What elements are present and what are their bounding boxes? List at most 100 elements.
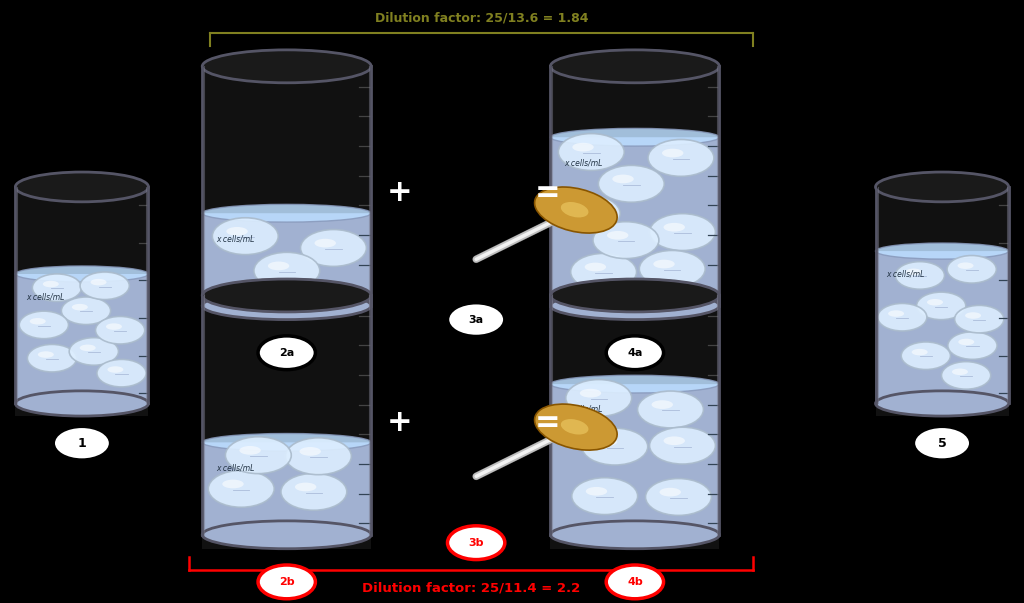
Ellipse shape [203,278,372,313]
Ellipse shape [662,149,683,157]
Polygon shape [876,251,1009,416]
Ellipse shape [876,243,1009,259]
Ellipse shape [561,419,589,435]
Ellipse shape [222,479,244,488]
Ellipse shape [566,379,632,417]
Polygon shape [203,66,372,320]
Ellipse shape [888,311,904,317]
Ellipse shape [97,359,146,387]
Ellipse shape [30,318,46,324]
Ellipse shape [612,175,634,183]
Ellipse shape [586,487,607,496]
Polygon shape [15,274,148,416]
Ellipse shape [268,262,290,270]
Ellipse shape [226,227,248,236]
Polygon shape [551,66,719,320]
Ellipse shape [212,218,279,254]
Ellipse shape [300,230,367,267]
Ellipse shape [286,438,351,475]
Text: +: + [386,408,413,437]
Ellipse shape [314,239,336,247]
Ellipse shape [645,479,712,516]
Ellipse shape [952,368,968,375]
Ellipse shape [941,362,991,389]
Ellipse shape [558,134,625,171]
Text: x cells/mL: x cells/mL [26,292,65,302]
Ellipse shape [28,344,77,372]
Ellipse shape [105,323,122,330]
Ellipse shape [203,49,372,84]
Ellipse shape [916,292,966,320]
Ellipse shape [593,222,658,259]
Text: x cells/mL: x cells/mL [564,158,602,167]
Text: 2b: 2b [279,577,295,587]
Ellipse shape [43,281,58,287]
Ellipse shape [878,303,927,331]
Text: +: + [386,178,413,207]
Ellipse shape [19,311,69,339]
Ellipse shape [572,143,594,151]
Ellipse shape [651,400,673,409]
Ellipse shape [208,470,274,507]
Ellipse shape [240,446,261,455]
Ellipse shape [33,274,82,302]
Ellipse shape [905,268,922,275]
Ellipse shape [648,139,714,176]
Ellipse shape [585,263,606,271]
Ellipse shape [295,482,316,491]
Ellipse shape [108,366,124,373]
Ellipse shape [90,279,106,285]
Ellipse shape [38,352,54,358]
Ellipse shape [664,223,685,232]
Ellipse shape [72,304,88,311]
Circle shape [447,303,505,336]
Ellipse shape [965,312,981,319]
Text: 4b: 4b [627,577,643,587]
Text: =: = [535,408,561,437]
Text: Dilution factor: 25/11.4 = 2.2: Dilution factor: 25/11.4 = 2.2 [361,581,581,595]
Text: 5: 5 [938,437,946,450]
Circle shape [258,336,315,370]
Polygon shape [551,137,719,320]
Ellipse shape [551,49,719,84]
Text: x cells/mL: x cells/mL [216,463,254,472]
Ellipse shape [596,437,617,446]
Ellipse shape [876,171,1009,203]
Circle shape [53,426,111,460]
Ellipse shape [535,187,617,233]
Ellipse shape [653,260,675,268]
Circle shape [913,426,971,460]
Polygon shape [15,187,148,416]
Ellipse shape [911,349,928,355]
Ellipse shape [80,344,95,351]
Text: =: = [535,178,561,207]
Circle shape [447,526,505,560]
Ellipse shape [554,195,621,232]
Ellipse shape [639,250,706,287]
Ellipse shape [649,427,716,464]
Ellipse shape [551,278,719,313]
Ellipse shape [580,389,601,397]
Ellipse shape [561,202,589,218]
Ellipse shape [70,338,119,365]
Ellipse shape [254,252,319,289]
Text: 4a: 4a [627,348,643,358]
Text: Dilution factor: 25/13.6 = 1.84: Dilution factor: 25/13.6 = 1.84 [375,11,588,25]
Ellipse shape [947,256,996,283]
Text: 2a: 2a [280,348,294,358]
Ellipse shape [551,128,719,146]
Ellipse shape [571,478,638,514]
Ellipse shape [568,204,590,213]
Polygon shape [203,295,372,549]
Text: x cells/mL: x cells/mL [564,405,602,414]
Text: 1: 1 [78,437,86,450]
Ellipse shape [927,299,943,306]
Ellipse shape [649,213,716,250]
Ellipse shape [607,231,629,239]
Ellipse shape [659,488,681,496]
Ellipse shape [958,339,974,346]
Ellipse shape [61,297,111,324]
Ellipse shape [281,473,347,510]
Polygon shape [203,213,372,320]
Ellipse shape [638,391,703,428]
